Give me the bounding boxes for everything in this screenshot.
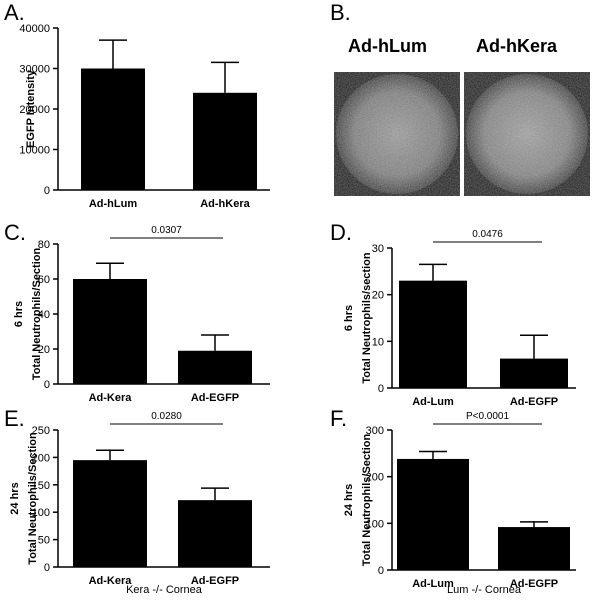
chart-f-x-tick-label: Ad-Lum xyxy=(412,578,454,590)
micrograph-label-right: Ad-hKera xyxy=(476,36,558,56)
chart-a-y-label: EGFP Intensity xyxy=(25,69,37,148)
chart-f-y-tick-label: 200 xyxy=(366,472,384,484)
chart-f-bar xyxy=(498,527,570,570)
chart-c-bar xyxy=(178,350,252,384)
chart-e-y-tick-label: 50 xyxy=(38,535,50,547)
chart-a-x-tick-label: Ad-hLum xyxy=(89,198,137,210)
chart-d-y-label: Total Neutrophils/section xyxy=(361,252,373,383)
panel-label-f: F. xyxy=(330,406,348,431)
chart-d-x-tick-label: Ad-Lum xyxy=(412,396,454,408)
micrograph-right-image xyxy=(464,72,590,196)
chart-d-x-tick-label: Ad-EGFP xyxy=(510,396,558,408)
panel-label-a: A. xyxy=(4,0,25,25)
chart-d-y-tick-label: 10 xyxy=(372,336,384,348)
chart-a-y-tick-label: 0 xyxy=(44,185,50,197)
chart-f-pvalue: P<0.0001 xyxy=(466,411,510,422)
chart-e-y-tick-label: 0 xyxy=(44,562,50,574)
panel-label-b: B. xyxy=(330,0,351,25)
chart-e-y-tick-label: 250 xyxy=(32,425,50,437)
chart-a-x-tick-label: Ad-hKera xyxy=(200,198,250,210)
chart-e-y-label: Total Neutrophils/Section xyxy=(27,432,39,565)
chart-e-y-tick-label: 200 xyxy=(32,452,50,464)
chart-c-y-tick-label: 0 xyxy=(44,379,50,391)
chart-c-x-tick-label: Ad-Kera xyxy=(89,392,133,404)
chart-c-x-tick-label: Ad-EGFP xyxy=(191,392,239,404)
panel-label-d: D. xyxy=(330,220,352,245)
chart-d-y-tick-label: 30 xyxy=(372,243,384,255)
chart-c-y-tick-label: 40 xyxy=(38,309,50,321)
chart-c-y-tick-label: 20 xyxy=(38,344,50,356)
chart-e-x-label: Kera -/- Cornea xyxy=(126,584,203,596)
chart-c-y-tick-label: 60 xyxy=(38,274,50,286)
chart-e-bar xyxy=(73,460,147,567)
chart-f-y-label-time: 24 hrs xyxy=(343,484,355,516)
panel-label-c: C. xyxy=(4,220,26,245)
chart-d-bar xyxy=(500,358,568,388)
chart-f-y-label: Total Neutrophils/Section xyxy=(361,434,373,567)
chart-f-y-tick-label: 100 xyxy=(366,518,384,530)
panel-label-e: E. xyxy=(4,406,25,431)
chart-d-pvalue: 0.0476 xyxy=(472,229,503,240)
chart-a-y-tick-label: 30000 xyxy=(19,64,50,76)
chart-a-y-tick-label: 10000 xyxy=(19,145,50,157)
chart-a-y-tick-label: 20000 xyxy=(19,104,50,116)
chart-e-y-label-time: 24 hrs xyxy=(9,482,21,514)
chart-e-x-tick-label: Ad-EGFP xyxy=(191,575,239,587)
chart-f-y-tick-label: 300 xyxy=(366,425,384,437)
chart-a-y-tick-label: 40000 xyxy=(19,23,50,35)
chart-d-y-label-time: 6 hrs xyxy=(343,305,355,331)
micrograph-label-left: Ad-hLum xyxy=(348,36,427,56)
chart-d-y-tick-label: 0 xyxy=(378,383,384,395)
chart-a-bar xyxy=(193,92,257,190)
chart-c-bar xyxy=(73,279,147,384)
chart-f-x-label: Lum -/- Cornea xyxy=(447,584,522,596)
chart-f-x-tick-label: Ad-EGFP xyxy=(510,578,558,590)
chart-c-y-label-time: 6 hrs xyxy=(13,301,25,327)
chart-c-pvalue: 0.0307 xyxy=(151,225,182,236)
chart-e-y-tick-label: 100 xyxy=(32,507,50,519)
chart-d-bar xyxy=(399,280,467,388)
chart-d-y-tick-label: 20 xyxy=(372,290,384,302)
chart-a-bar xyxy=(81,68,145,190)
micrograph-left-image xyxy=(334,72,460,196)
chart-e-x-tick-label: Ad-Kera xyxy=(89,575,133,587)
chart-e-y-tick-label: 150 xyxy=(32,480,50,492)
chart-f-bar xyxy=(397,458,469,570)
chart-f-y-tick-label: 0 xyxy=(378,565,384,577)
chart-c-y-label: Total Neutrophils/Section xyxy=(31,248,43,381)
chart-c-y-tick-label: 80 xyxy=(38,239,50,251)
chart-e-bar xyxy=(178,500,252,567)
chart-e-pvalue: 0.0280 xyxy=(151,411,182,422)
